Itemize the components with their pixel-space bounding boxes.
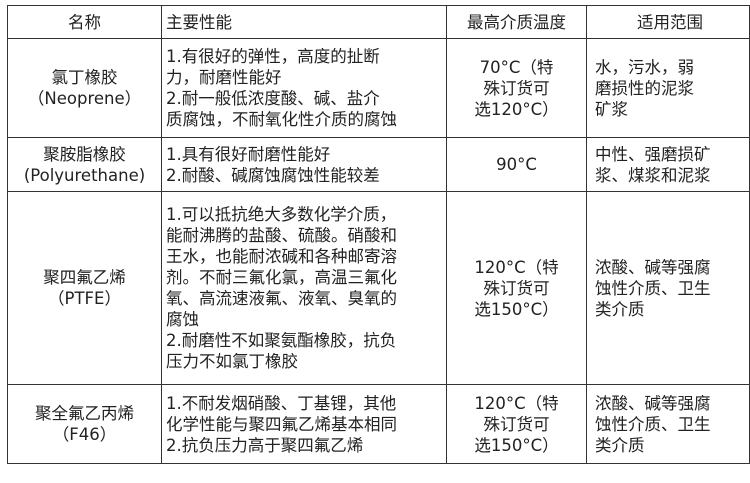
cell-line: 2.耐一般低浓度酸、碱、盐介 (166, 89, 380, 108)
performance-cell: 1.可以抵抗绝大多数化学介质， 能耐沸腾的盐酸、硫酸。硝酸和 王水，也能耐浓碱和各种… (161, 191, 447, 385)
cell-line: 1.可以抵抗绝大多数化学介质， (166, 205, 397, 224)
cell-line: 120°C（特 (474, 393, 559, 413)
material-name: 聚全氟乙丙烯 （F46） (7, 384, 162, 464)
cell-line: （PTFE） (48, 289, 121, 308)
cell-line: 1.具有很好耐磨性能好 (166, 144, 331, 164)
performance-cell: 1.具有很好耐磨性能好 2.耐酸、碱腐蚀腐蚀性能较差 (161, 137, 447, 192)
cell-line: 蚀性介质、卫生 (595, 278, 711, 298)
table-row: 聚全氟乙丙烯 （F46） 1.不耐发烟硝酸、丁基锂，其他 化学性能与聚四氟乙烯基本相同… (7, 384, 750, 464)
cell-line: 选150°C） (474, 435, 559, 455)
cell-line: 殊订货可 (483, 78, 550, 98)
scope-cell: 浓酸、碱等强腐 蚀性介质、卫生 类介质 (586, 384, 750, 464)
material-table: 名称 主要性能 最高介质温度 适用范围 氯丁橡胶 （Neoprene） 1.有很好的… (7, 5, 750, 464)
cell-line: 浆、煤浆和泥浆 (595, 165, 711, 185)
cell-line: 殊订货可 (483, 278, 550, 298)
temperature-cell: 120°C（特 殊订货可 选150°C） (446, 384, 587, 464)
cell-line: 氯丁橡胶 (51, 68, 118, 87)
cell-line: 王水，也能耐浓碱和各种邮寄溶 (166, 247, 397, 266)
cell-line: 水，污水，弱 (595, 57, 694, 77)
table-row: 聚胺脂橡胶 (Polyurethane) 1.具有很好耐磨性能好 2.耐酸、碱腐蚀腐蚀… (7, 137, 750, 192)
cell-line: 中性、强磨损矿 (595, 144, 711, 164)
cell-line: 聚四氟乙烯 (43, 268, 126, 287)
cell-line: 矿浆 (595, 99, 628, 119)
cell-line: 70°C（特 (479, 57, 554, 77)
cell-line: 选120°C） (474, 99, 559, 119)
scope-cell: 中性、强磨损矿 浆、煤浆和泥浆 (586, 137, 750, 192)
cell-line: 1.不耐发烟硝酸、丁基锂，其他 (166, 393, 397, 413)
cell-line: （F46） (52, 425, 117, 444)
material-name: 聚胺脂橡胶 (Polyurethane) (7, 137, 162, 192)
cell-line: 选150°C） (474, 299, 559, 319)
performance-cell: 1.有很好的弹性，高度的扯断 力，耐磨性能好 2.耐一般低浓度酸、碱、盐介 质腐蚀，不… (161, 38, 447, 138)
table-row: 氯丁橡胶 （Neoprene） 1.有很好的弹性，高度的扯断 力，耐磨性能好 2.耐一般… (7, 38, 750, 138)
table-row: 聚四氟乙烯 （PTFE） 1.可以抵抗绝大多数化学介质， 能耐沸腾的盐酸、硫酸。硝酸和… (7, 191, 750, 385)
header-temperature: 最高介质温度 (446, 5, 587, 39)
material-name: 氯丁橡胶 （Neoprene） (7, 38, 162, 138)
cell-line: 化学性能与聚四氟乙烯基本相同 (166, 414, 397, 434)
cell-line: 能耐沸腾的盐酸、硫酸。硝酸和 (166, 226, 397, 245)
temperature-cell: 70°C（特 殊订货可 选120°C） (446, 38, 587, 138)
cell-line: 殊订货可 (483, 414, 550, 434)
cell-line: 力，耐磨性能好 (166, 68, 282, 87)
cell-line: 2.耐磨性不如聚氨酯橡胶，抗负 (166, 331, 397, 350)
scope-cell: 浓酸、碱等强腐 蚀性介质、卫生 类介质 (586, 191, 750, 385)
cell-line: （Neoprene） (27, 89, 142, 108)
cell-line: 氧、高流速液氟、液氧、臭氧的 (166, 289, 397, 308)
scope-cell: 水，污水，弱 磨损性的泥浆 矿浆 (586, 38, 750, 138)
cell-line: 聚全氟乙丙烯 (35, 404, 134, 423)
temperature-cell: 90°C (446, 137, 587, 192)
cell-line: 1.有很好的弹性，高度的扯断 (166, 47, 380, 66)
header-performance: 主要性能 (161, 5, 447, 39)
cell-line: 浓酸、碱等强腐 (595, 393, 711, 413)
material-name: 聚四氟乙烯 （PTFE） (7, 191, 162, 385)
cell-line: 聚胺脂橡胶 (43, 144, 126, 164)
cell-line: 腐蚀 (166, 310, 199, 329)
cell-line: 2.抗负压力高于聚四氟乙烯 (166, 435, 364, 455)
cell-line: 质腐蚀，不耐氧化性介质的腐蚀 (166, 110, 397, 129)
cell-line: (Polyurethane) (23, 165, 146, 185)
header-name: 名称 (7, 5, 162, 39)
cell-line: 磨损性的泥浆 (595, 78, 694, 98)
cell-line: 类介质 (595, 299, 645, 319)
cell-line: 120°C（特 (474, 257, 559, 277)
cell-line: 蚀性介质、卫生 (595, 414, 711, 434)
cell-line: 类介质 (595, 435, 645, 455)
cell-line: 90°C (496, 155, 537, 174)
temperature-cell: 120°C（特 殊订货可 选150°C） (446, 191, 587, 385)
cell-line: 2.耐酸、碱腐蚀腐蚀性能较差 (166, 165, 380, 185)
cell-line: 剂。不耐三氟化氯，高温三氟化 (166, 268, 397, 287)
cell-line: 浓酸、碱等强腐 (595, 257, 711, 277)
cell-line: 压力不如氯丁橡胶 (166, 352, 298, 371)
header-row: 名称 主要性能 最高介质温度 适用范围 (7, 5, 750, 39)
performance-cell: 1.不耐发烟硝酸、丁基锂，其他 化学性能与聚四氟乙烯基本相同 2.抗负压力高于聚四氟… (161, 384, 447, 464)
header-scope: 适用范围 (586, 5, 750, 39)
